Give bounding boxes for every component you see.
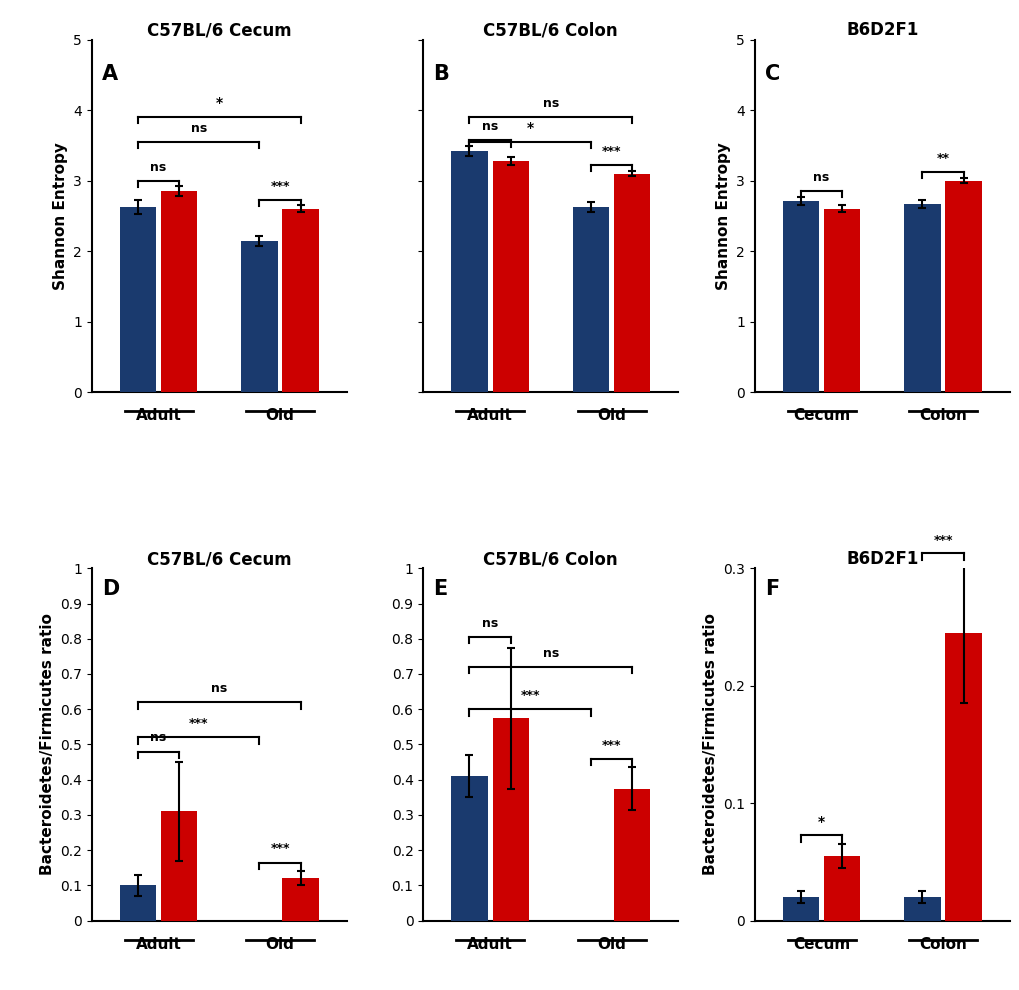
- Bar: [282, 878, 319, 921]
- Text: ***: ***: [189, 718, 208, 731]
- Bar: [823, 856, 860, 921]
- Bar: [823, 209, 860, 392]
- Text: A: A: [102, 64, 118, 84]
- Y-axis label: Shannon Entropy: Shannon Entropy: [715, 142, 730, 290]
- Text: ***: ***: [601, 145, 621, 158]
- Text: ***: ***: [270, 179, 289, 193]
- Title: C57BL/6 Colon: C57BL/6 Colon: [483, 22, 618, 40]
- Text: ***: ***: [270, 842, 289, 855]
- Bar: [450, 150, 487, 392]
- Bar: [450, 776, 487, 921]
- Bar: [240, 242, 277, 392]
- Text: ***: ***: [601, 739, 621, 751]
- Text: *: *: [526, 121, 533, 135]
- Text: ns: ns: [151, 732, 166, 744]
- Text: *: *: [216, 96, 222, 110]
- Text: D: D: [102, 579, 119, 599]
- Bar: [945, 633, 981, 921]
- Bar: [613, 173, 650, 392]
- Y-axis label: Shannon Entropy: Shannon Entropy: [53, 142, 67, 290]
- Bar: [782, 897, 818, 921]
- Title: C57BL/6 Cecum: C57BL/6 Cecum: [147, 550, 291, 568]
- Text: ns: ns: [151, 160, 166, 173]
- Text: F: F: [764, 579, 779, 599]
- Title: C57BL/6 Colon: C57BL/6 Colon: [483, 550, 618, 568]
- Text: **: **: [935, 152, 949, 165]
- Text: B: B: [433, 64, 449, 84]
- Bar: [903, 897, 940, 921]
- Bar: [119, 885, 156, 921]
- Bar: [119, 207, 156, 392]
- Bar: [572, 207, 608, 392]
- Text: ns: ns: [482, 617, 497, 630]
- Text: C: C: [764, 64, 780, 84]
- Text: ***: ***: [932, 535, 952, 547]
- Title: B6D2F1: B6D2F1: [846, 22, 917, 40]
- Bar: [161, 191, 198, 392]
- Text: E: E: [433, 579, 447, 599]
- Text: ***: ***: [520, 689, 539, 702]
- Y-axis label: Bacteroidetes/Firmicutes ratio: Bacteroidetes/Firmicutes ratio: [702, 614, 716, 875]
- Bar: [492, 160, 529, 392]
- Bar: [282, 209, 319, 392]
- Text: ns: ns: [542, 646, 558, 660]
- Title: C57BL/6 Cecum: C57BL/6 Cecum: [147, 22, 291, 40]
- Text: ns: ns: [191, 122, 207, 135]
- Bar: [903, 204, 940, 392]
- Bar: [613, 788, 650, 921]
- Bar: [782, 201, 818, 392]
- Text: ns: ns: [482, 121, 497, 134]
- Text: ns: ns: [813, 171, 828, 184]
- Bar: [492, 718, 529, 921]
- Text: ns: ns: [211, 682, 227, 695]
- Text: *: *: [817, 815, 824, 829]
- Y-axis label: Bacteroidetes/Firmicutes ratio: Bacteroidetes/Firmicutes ratio: [40, 614, 54, 875]
- Title: B6D2F1: B6D2F1: [846, 550, 917, 568]
- Bar: [945, 180, 981, 392]
- Text: ns: ns: [542, 97, 558, 110]
- Bar: [161, 812, 198, 921]
